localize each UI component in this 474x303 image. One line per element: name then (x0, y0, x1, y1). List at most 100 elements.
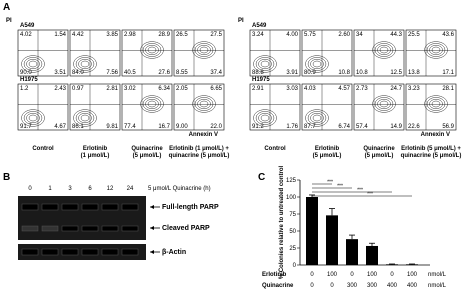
contour (253, 55, 277, 73)
column-label: Erlotinib (1 μmol/L) + (169, 146, 229, 152)
quadrant-value: 80.9 (304, 70, 316, 76)
quadrant-value: 2.81 (106, 86, 118, 92)
quadrant-value: 2.60 (338, 32, 350, 38)
row-value: 100 (367, 272, 378, 278)
contour (26, 112, 40, 123)
quadrant-value: 2.73 (356, 86, 368, 92)
contour (145, 45, 159, 56)
contour (258, 59, 272, 70)
quadrant-value: 3.85 (106, 32, 118, 38)
quadrant-value: 43.6 (442, 32, 454, 38)
quadrant-value: 14.9 (390, 124, 402, 130)
contour (147, 46, 157, 54)
contour (253, 109, 277, 127)
row-value: 0 (310, 272, 314, 278)
contour (310, 112, 324, 123)
column-label: Erlotinib (315, 146, 340, 152)
column-label: Quinacrine (363, 146, 395, 152)
quadrant-value: 0.97 (72, 86, 84, 92)
quadrant-value: 91.2 (252, 124, 264, 130)
band (41, 248, 59, 256)
contour (429, 98, 443, 109)
quadrant-value: 3.03 (286, 86, 298, 92)
panel-label: A (3, 2, 10, 13)
panel-label: C (258, 172, 265, 183)
lane-label: 12 (107, 186, 114, 192)
contour (379, 46, 389, 54)
cell-line: A549 (20, 23, 35, 29)
contour (429, 45, 443, 56)
quadrant-value: 34 (356, 32, 363, 38)
quadrant-value: 9.00 (176, 124, 188, 130)
contour (142, 43, 162, 57)
quadrant-value: 2.98 (124, 32, 136, 38)
contour (374, 97, 394, 111)
cell-line: H1975 (252, 77, 270, 83)
contour (147, 100, 157, 108)
column-label: (5 μmol/L) (365, 153, 394, 159)
quadrant-value: 4.67 (54, 124, 66, 130)
row-value: 100 (327, 272, 338, 278)
bar (346, 239, 358, 265)
contour (424, 95, 448, 113)
contour (194, 97, 214, 111)
row-value: 0 (390, 272, 394, 278)
contour (424, 41, 448, 59)
row-label: Quinacrine (262, 283, 294, 289)
quadrant-value: 27.5 (210, 32, 222, 38)
row-label: Erlotinib (262, 272, 287, 278)
quadrant-value: 9.81 (106, 124, 118, 130)
arrowhead (150, 226, 154, 230)
bar (406, 264, 418, 265)
quadrant-value: 17.1 (442, 70, 454, 76)
arrowhead (150, 205, 154, 209)
quadrant-value: 8.55 (176, 70, 188, 76)
contour (75, 111, 95, 125)
column-label: quinacrine (5 μmol/L) (401, 153, 462, 159)
contour (377, 45, 391, 56)
lane-label: 24 (127, 186, 134, 192)
band (61, 248, 79, 256)
quadrant-value: 10.8 (356, 70, 368, 76)
contour (307, 111, 327, 125)
quadrant-value: 4.02 (20, 32, 32, 38)
contour (305, 109, 329, 127)
quadrant-value: 57.4 (356, 124, 368, 130)
quadrant-value: 7.56 (106, 70, 118, 76)
y-tick-label: 125 (286, 178, 297, 184)
quadrant-value: 27.6 (158, 70, 170, 76)
contour (312, 114, 322, 122)
contour (73, 55, 97, 73)
quadrant-value: 3.51 (54, 70, 66, 76)
quadrant-value: 4.42 (72, 32, 84, 38)
band (121, 225, 139, 232)
quadrant-value: 16.7 (158, 124, 170, 130)
contour (255, 111, 275, 125)
contour (372, 95, 396, 113)
contour (372, 41, 396, 59)
band (61, 225, 79, 232)
quadrant-value: 13.8 (408, 70, 420, 76)
row-value: 400 (387, 283, 398, 289)
axis-label: PI (6, 18, 12, 24)
row-value: 300 (367, 283, 378, 289)
y-tick-label: 50 (289, 229, 296, 235)
quadrant-value: 6.74 (338, 124, 350, 130)
contour (431, 46, 441, 54)
sig-label: *** (337, 184, 343, 190)
quadrant-value: 87.7 (304, 124, 316, 130)
bar (366, 245, 378, 265)
contour (260, 114, 270, 122)
quadrant-value: 1.54 (54, 32, 66, 38)
band (101, 248, 119, 256)
contour (255, 57, 275, 71)
contour (140, 41, 164, 59)
cell-line: A549 (252, 23, 267, 29)
quadrant-value: 44.3 (390, 32, 402, 38)
panel-label: B (3, 172, 10, 183)
lane-label: 0 (28, 186, 32, 192)
quadrant-value: 3.91 (286, 70, 298, 76)
band (41, 203, 59, 211)
contour (199, 46, 209, 54)
y-tick-label: 25 (289, 246, 296, 252)
